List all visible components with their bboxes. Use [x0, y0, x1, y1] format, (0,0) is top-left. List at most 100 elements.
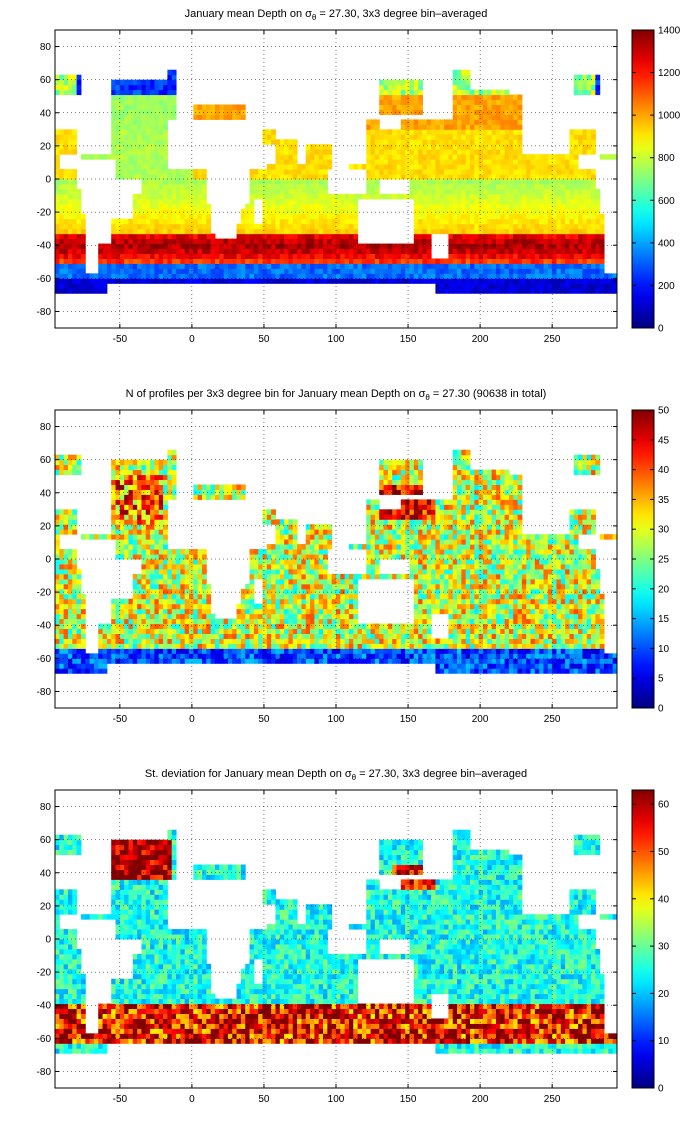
heatmap-cell	[171, 474, 177, 481]
heatmap-cell	[158, 529, 164, 535]
heatmap-cell	[150, 504, 155, 510]
heatmap-cell	[176, 578, 181, 585]
heatmap-cell	[266, 618, 272, 625]
heatmap-cell	[336, 263, 341, 269]
heatmap-cell	[482, 179, 488, 185]
heatmap-cell	[124, 658, 129, 664]
heatmap-cell	[227, 114, 233, 120]
heatmap-cell	[80, 603, 86, 610]
heatmap-cell	[59, 174, 65, 180]
heatmap-cell	[124, 104, 129, 110]
heatmap-cell	[279, 258, 285, 264]
heatmap-cell	[124, 223, 129, 230]
heatmap-cell	[582, 89, 588, 96]
heatmap-cell	[526, 159, 532, 165]
heatmap-cell	[201, 648, 207, 654]
heatmap-cell	[366, 159, 372, 165]
heatmap-cell	[63, 628, 69, 634]
heatmap-cell	[491, 223, 497, 230]
heatmap-cell	[154, 109, 160, 115]
heatmap-cell	[552, 258, 557, 264]
heatmap-cell	[448, 149, 454, 155]
heatmap-cell	[478, 174, 484, 180]
heatmap-cell	[530, 288, 536, 294]
heatmap-cell	[305, 233, 311, 240]
heatmap-cell	[132, 119, 138, 125]
heatmap-cell	[379, 134, 385, 140]
heatmap-cell	[578, 149, 583, 155]
heatmap-cell	[387, 99, 393, 105]
heatmap-cell	[128, 268, 134, 274]
heatmap-cell	[59, 583, 65, 590]
heatmap-cell	[431, 164, 436, 170]
heatmap-cell	[119, 529, 125, 535]
heatmap-cell	[163, 464, 168, 471]
heatmap-cell	[292, 213, 298, 220]
heatmap-cell	[262, 653, 268, 659]
heatmap-cell	[573, 218, 579, 225]
heatmap-cell	[223, 278, 229, 284]
heatmap-cell	[184, 658, 190, 664]
heatmap-cell	[59, 253, 65, 259]
heatmap-cell	[76, 638, 82, 644]
heatmap-cell	[201, 228, 207, 235]
heatmap-cell	[504, 99, 510, 105]
heatmap-cell	[145, 618, 151, 625]
heatmap-cell	[115, 494, 121, 500]
heatmap-cell	[327, 144, 333, 150]
heatmap-cell	[167, 188, 173, 195]
heatmap-cell	[137, 578, 142, 585]
heatmap-cell	[547, 268, 553, 274]
heatmap-cell	[569, 238, 575, 245]
heatmap-cell	[163, 633, 168, 639]
heatmap-cell	[517, 263, 523, 269]
heatmap-cell	[154, 129, 160, 135]
heatmap-cell	[318, 159, 324, 165]
heatmap-cell	[422, 154, 428, 160]
heatmap-cell	[452, 193, 458, 200]
heatmap-cell	[474, 119, 480, 125]
heatmap-cell	[465, 203, 471, 210]
heatmap-cell	[457, 188, 462, 195]
heatmap-cell	[305, 218, 311, 225]
heatmap-cell	[76, 583, 82, 590]
heatmap-cell	[361, 273, 367, 279]
heatmap-cell	[279, 603, 285, 610]
heatmap-cell	[201, 213, 207, 220]
heatmap-cell	[534, 159, 540, 165]
heatmap-cell	[158, 228, 164, 235]
heatmap-cell	[582, 238, 588, 245]
heatmap-cell	[163, 248, 168, 254]
heatmap-cell	[284, 203, 289, 210]
heatmap-cell	[470, 203, 475, 210]
heatmap-cell	[236, 263, 242, 269]
heatmap-cell	[210, 618, 216, 625]
heatmap-cell	[67, 248, 73, 254]
heatmap-cell	[348, 248, 354, 254]
heatmap-cell	[184, 554, 190, 560]
heatmap-cell	[128, 653, 134, 659]
heatmap-cell	[279, 643, 285, 649]
heatmap-cell	[539, 283, 544, 289]
heatmap-cell	[409, 134, 415, 140]
heatmap-cell	[163, 598, 168, 605]
heatmap-cell	[124, 494, 129, 500]
heatmap-cell	[508, 149, 514, 155]
heatmap-cell	[392, 273, 398, 279]
heatmap-cell	[297, 174, 302, 180]
heatmap-cell	[465, 154, 471, 160]
heatmap-cell	[132, 514, 138, 520]
heatmap-cell	[180, 188, 186, 195]
heatmap-cell	[176, 653, 181, 659]
heatmap-cell	[560, 213, 566, 220]
heatmap-cell	[137, 273, 142, 279]
heatmap-cell	[171, 198, 177, 205]
heatmap-cell	[171, 278, 177, 284]
heatmap-cell	[495, 174, 501, 180]
heatmap-cell	[478, 208, 484, 215]
heatmap-cell	[426, 129, 432, 135]
heatmap-cell	[521, 188, 527, 195]
heatmap-cell	[115, 124, 121, 130]
heatmap-cell	[383, 89, 389, 96]
heatmap-cell	[124, 613, 129, 620]
